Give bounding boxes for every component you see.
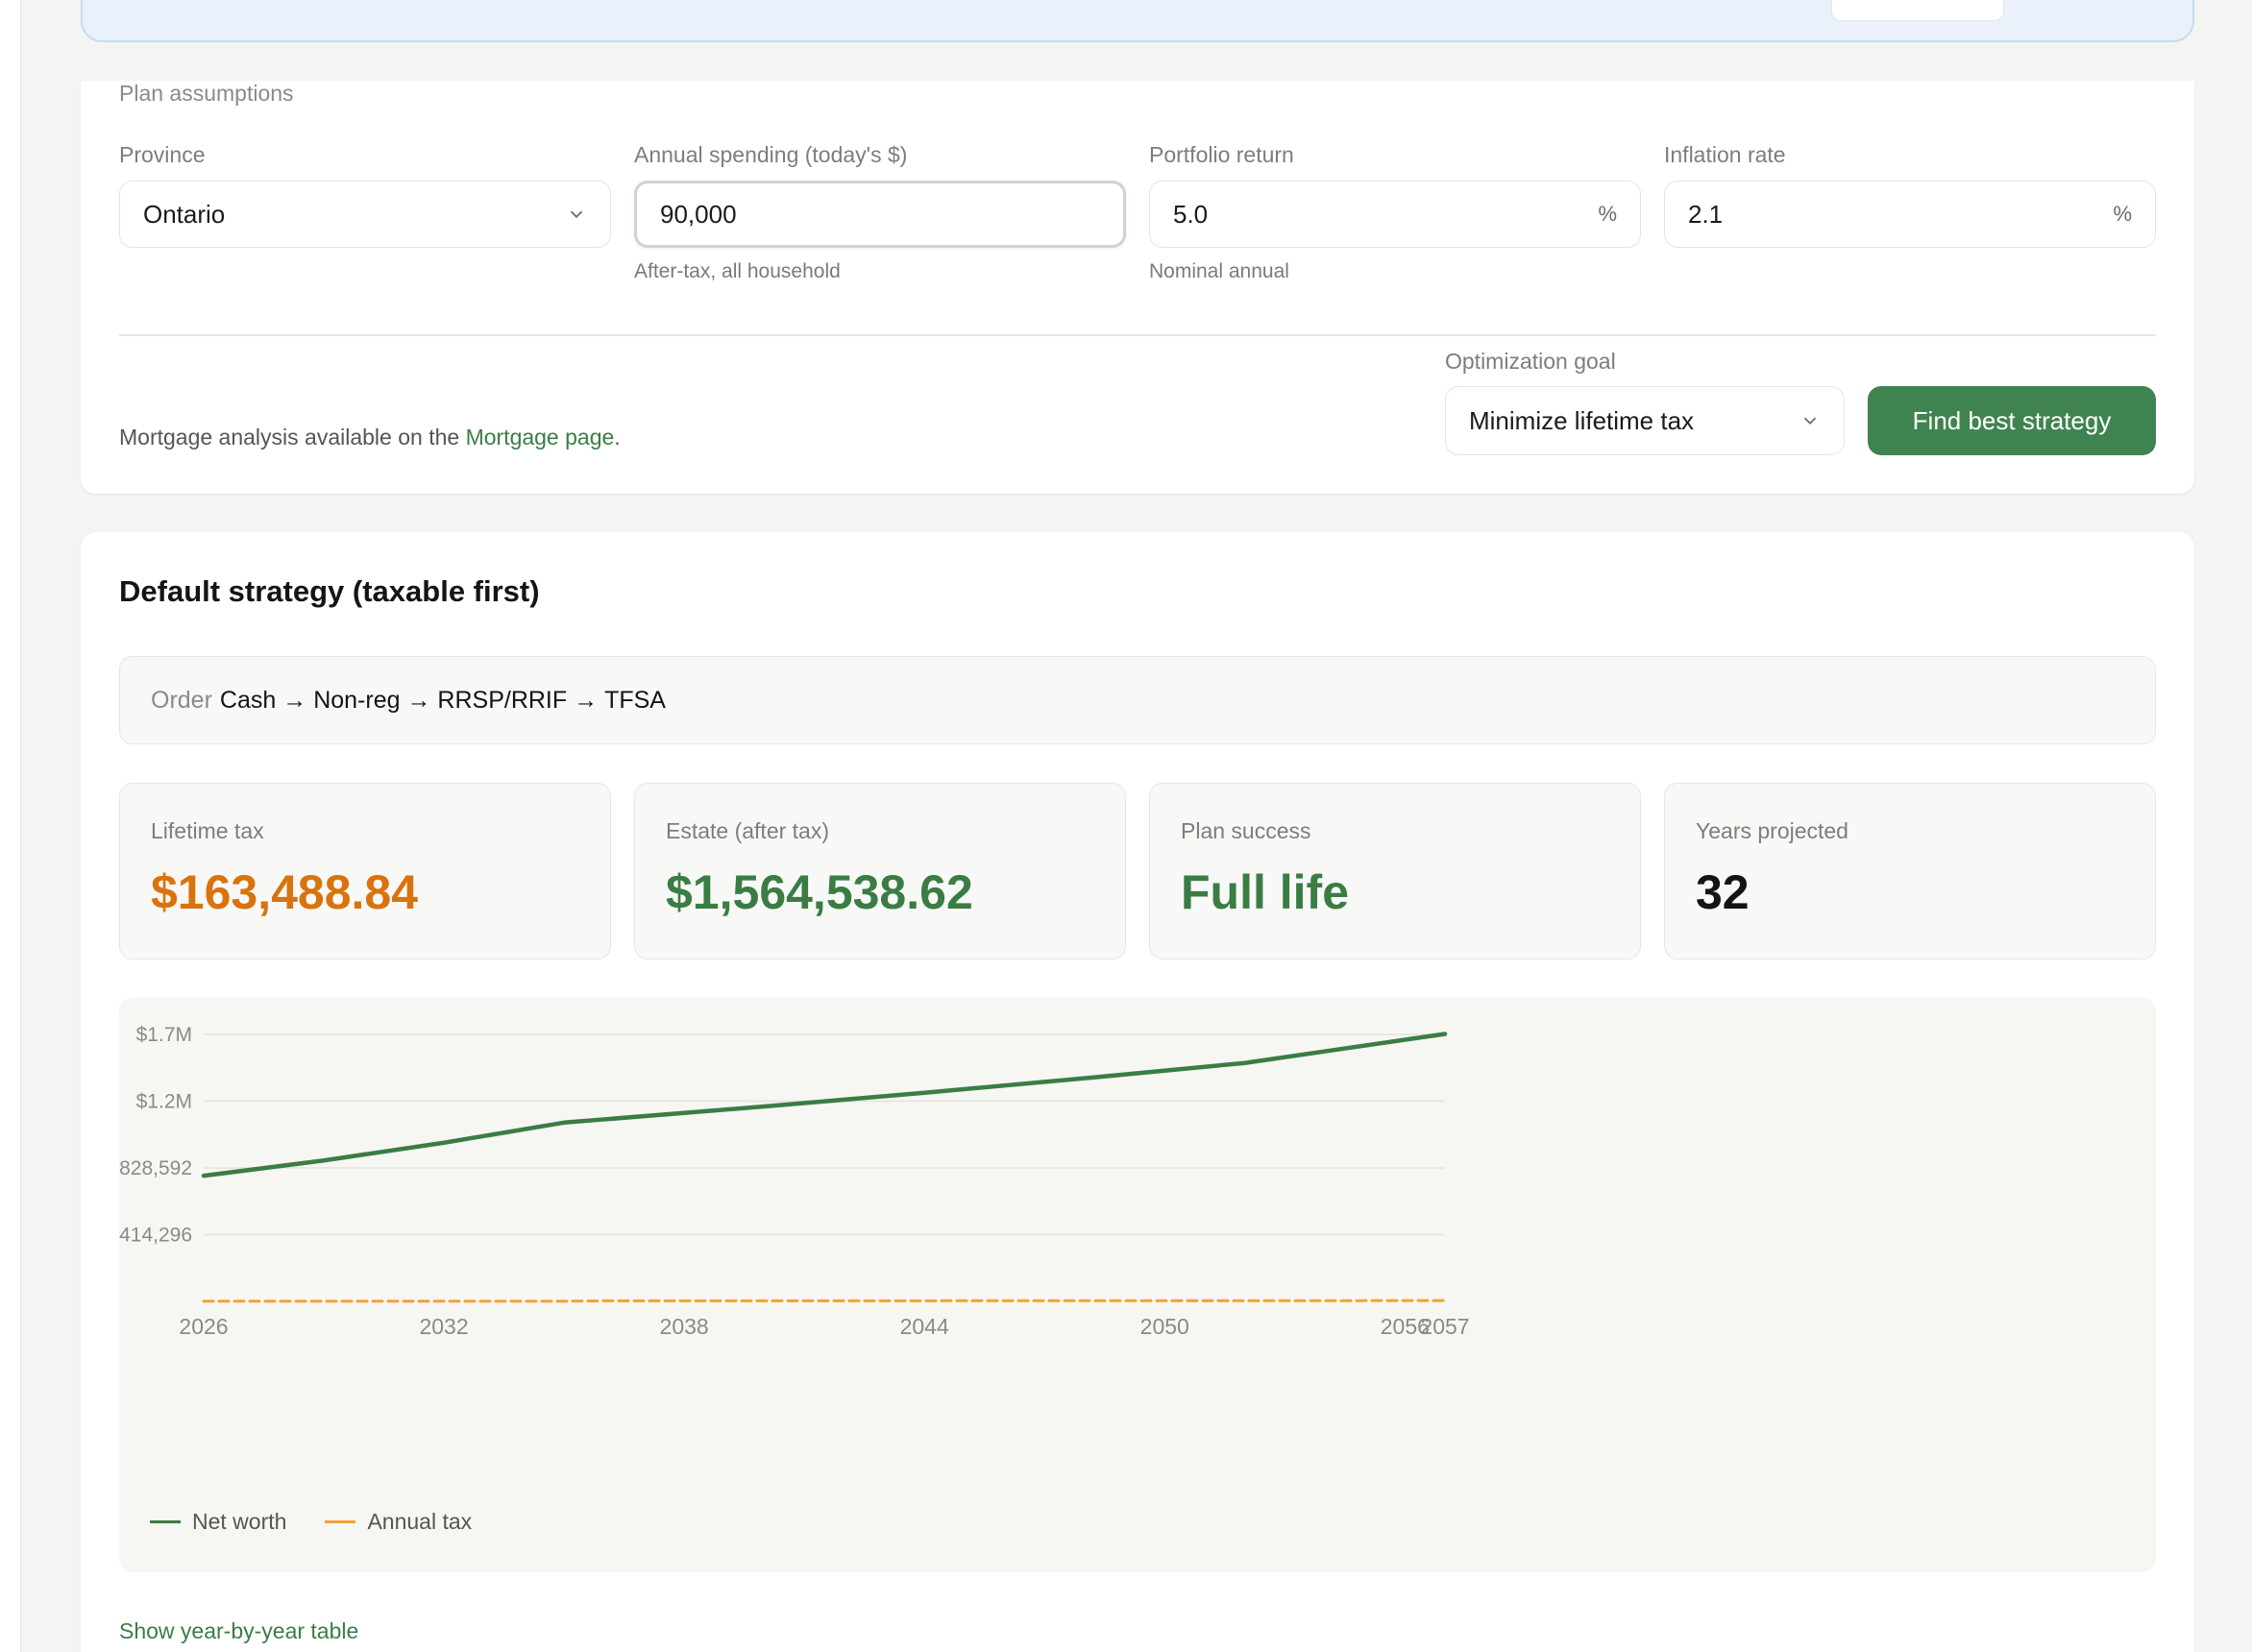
goal-select[interactable]: Minimize lifetime tax xyxy=(1445,386,1845,455)
return-input[interactable]: 5.0 % xyxy=(1149,181,1641,248)
plan-assumptions-card: Plan assumptions Province Ontario Annual… xyxy=(81,81,2194,494)
order-item: Cash xyxy=(219,686,277,714)
inflation-label: Inflation rate xyxy=(1664,142,1786,167)
chart-legend: Net worth Annual tax xyxy=(150,1509,472,1535)
order-item: RRSP/RRIF xyxy=(437,686,568,714)
order-separator: → xyxy=(276,686,314,714)
strategy-title: Default strategy (taxable first) xyxy=(119,574,540,608)
stat-value: $1,564,538.62 xyxy=(666,865,973,919)
return-label: Portfolio return xyxy=(1149,142,1294,167)
spending-input[interactable]: 90,000 xyxy=(634,181,1126,248)
legend-label: Annual tax xyxy=(367,1509,473,1534)
x-tick-label: 2057 xyxy=(1420,1314,1469,1339)
mortgage-page-link[interactable]: Mortgage page xyxy=(465,425,615,449)
find-best-strategy-button[interactable]: Find best strategy xyxy=(1868,386,2156,455)
order-item: TFSA xyxy=(604,686,666,714)
goal-label: Optimization goal xyxy=(1445,349,1616,374)
legend-swatch xyxy=(325,1520,356,1523)
stat-card-estate: Estate (after tax) $1,564,538.62 xyxy=(634,783,1126,960)
percent-unit: % xyxy=(1598,202,1617,226)
stat-card-years-projected: Years projected 32 xyxy=(1664,783,2156,960)
chevron-down-icon xyxy=(1803,417,1817,425)
section-label: Plan assumptions xyxy=(119,81,294,106)
chevron-down-icon xyxy=(570,210,583,219)
x-tick-label: 2056 xyxy=(1381,1314,1430,1339)
left-sidebar-edge xyxy=(0,0,21,1652)
order-item: Non-reg xyxy=(313,686,401,714)
legend-label: Net worth xyxy=(192,1509,287,1534)
province-select[interactable]: Ontario xyxy=(119,181,611,248)
net-worth-chart: $1.7M $1.2M $828,592 $414,296 2026 2032 2038 20… xyxy=(119,998,2156,1572)
default-strategy-card: Default strategy (taxable first) Order C… xyxy=(81,532,2194,1652)
stat-value: 32 xyxy=(1696,865,1750,919)
y-tick-label: $1.7M xyxy=(136,1024,192,1046)
divider xyxy=(119,334,2156,336)
stat-value: $163,488.84 xyxy=(151,865,419,919)
show-year-by-year-table-link[interactable]: Show year-by-year table xyxy=(119,1618,359,1643)
inflation-input[interactable]: 2.1 % xyxy=(1664,181,2156,248)
x-tick-label: 2026 xyxy=(179,1314,228,1339)
banner-pill[interactable] xyxy=(1831,0,2004,21)
x-tick-label: 2044 xyxy=(900,1314,949,1339)
order-separator: → xyxy=(400,686,438,714)
stat-label: Plan success xyxy=(1181,818,1311,843)
spending-label: Annual spending (today's $) xyxy=(634,142,908,167)
x-tick-label: 2032 xyxy=(419,1314,468,1339)
stat-card-plan-success: Plan success Full life xyxy=(1149,783,1641,960)
mortgage-suffix: . xyxy=(614,425,621,449)
stat-label: Years projected xyxy=(1696,818,1848,843)
y-tick-label: $1.2M xyxy=(136,1091,192,1113)
order-separator: → xyxy=(567,686,605,714)
withdrawal-order: Order Cash → Non-reg → RRSP/RRIF → TFSA xyxy=(119,656,2156,744)
stat-value: Full life xyxy=(1181,865,1349,919)
x-tick-label: 2050 xyxy=(1140,1314,1189,1339)
y-tick-label: $828,592 xyxy=(119,1157,192,1179)
order-label: Order xyxy=(151,686,212,714)
stat-label: Estate (after tax) xyxy=(666,818,830,843)
legend-item-annual-tax: Annual tax xyxy=(325,1509,472,1535)
stat-label: Lifetime tax xyxy=(151,818,264,843)
chart-svg: $1.7M $1.2M $828,592 $414,296 2026 2032 2038 20… xyxy=(119,1024,1470,1339)
province-label: Province xyxy=(119,142,206,167)
inflation-value: 2.1 xyxy=(1688,199,1724,229)
legend-item-net-worth: Net worth xyxy=(150,1509,286,1535)
x-tick-label: 2038 xyxy=(660,1314,709,1339)
series-line-annual-tax xyxy=(202,1299,1447,1303)
spending-value: 90,000 xyxy=(660,199,737,229)
mortgage-text: Mortgage analysis available on the xyxy=(119,425,466,449)
y-tick-label: $414,296 xyxy=(119,1225,192,1247)
province-value: Ontario xyxy=(143,199,226,229)
legend-swatch xyxy=(150,1520,181,1523)
return-hint: Nominal annual xyxy=(1149,260,1289,282)
percent-unit: % xyxy=(2113,202,2132,226)
spending-hint: After-tax, all household xyxy=(634,260,841,282)
mortgage-note: Mortgage analysis available on the Mortg… xyxy=(119,425,621,450)
return-value: 5.0 xyxy=(1173,199,1209,229)
top-banner xyxy=(81,0,2194,42)
series-line-net-worth xyxy=(201,1032,1448,1178)
goal-value: Minimize lifetime tax xyxy=(1469,405,1695,435)
stat-card-lifetime-tax: Lifetime tax $163,488.84 xyxy=(119,783,611,960)
